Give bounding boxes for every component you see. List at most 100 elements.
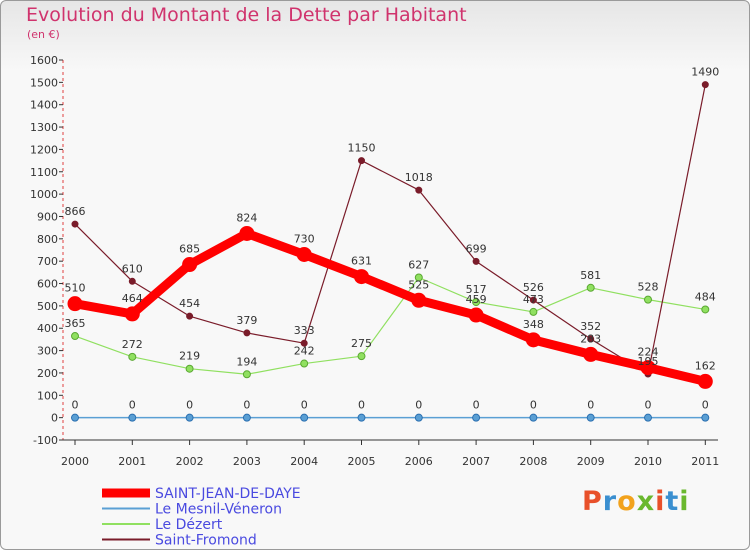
data-point xyxy=(300,359,309,368)
data-label: 0 xyxy=(645,399,652,412)
data-point xyxy=(640,360,656,376)
data-label: 0 xyxy=(702,399,709,412)
data-point xyxy=(243,329,251,337)
x-tick-label: 2001 xyxy=(118,455,146,468)
data-point xyxy=(644,413,652,422)
data-point xyxy=(242,370,251,379)
data-label: 0 xyxy=(186,399,193,412)
y-tick-label: 1000 xyxy=(30,188,58,201)
series-line xyxy=(74,276,706,375)
data-point xyxy=(186,312,194,320)
data-label: 699 xyxy=(466,242,487,255)
logo-letter: o xyxy=(617,486,637,517)
data-label: 517 xyxy=(466,283,487,296)
x-tick-label: 2003 xyxy=(233,455,261,468)
chart-title: Evolution du Montant de la Dette par Hab… xyxy=(26,4,467,26)
data-label: 1150 xyxy=(348,142,376,155)
data-point xyxy=(182,257,198,273)
logo-letter: i xyxy=(655,486,666,517)
y-tick-label: 900 xyxy=(37,210,58,223)
data-point xyxy=(354,269,369,285)
data-label: 0 xyxy=(129,399,136,412)
data-point xyxy=(644,295,652,304)
y-tick-label: 600 xyxy=(37,278,58,291)
y-tick-label: 1500 xyxy=(30,76,58,89)
y-tick-label: 0 xyxy=(51,412,58,425)
data-point xyxy=(472,257,480,265)
x-tick-label: 2005 xyxy=(348,455,376,468)
data-label: 162 xyxy=(695,359,716,372)
data-point xyxy=(300,339,308,347)
y-tick-label: 200 xyxy=(37,367,58,380)
data-point xyxy=(358,157,365,165)
data-label: 824 xyxy=(236,211,257,224)
x-tick-label: 2010 xyxy=(634,455,662,468)
data-label: 0 xyxy=(301,399,308,412)
y-tick-label: 800 xyxy=(37,233,58,246)
data-label: 348 xyxy=(523,318,544,331)
data-point xyxy=(71,220,79,228)
y-tick-label: 300 xyxy=(37,345,58,358)
data-label: 283 xyxy=(580,332,601,345)
data-label: 0 xyxy=(587,399,594,412)
data-label: 1490 xyxy=(691,66,719,79)
data-point xyxy=(239,225,255,241)
data-label: 610 xyxy=(122,262,143,275)
y-tick-label: 1400 xyxy=(30,99,58,112)
data-label: 730 xyxy=(294,232,315,245)
y-tick-label: 1200 xyxy=(30,143,58,156)
data-point xyxy=(472,413,481,422)
data-point xyxy=(415,186,423,194)
series-line xyxy=(74,84,706,375)
data-label: 0 xyxy=(72,399,79,412)
data-label: 0 xyxy=(530,399,537,412)
data-point xyxy=(697,373,713,389)
data-point xyxy=(411,292,427,308)
legend-label: Saint-Fromond xyxy=(155,533,257,549)
data-point xyxy=(185,413,194,422)
logo-letter: P xyxy=(582,486,603,517)
data-point xyxy=(583,346,599,362)
data-point xyxy=(587,335,595,343)
data-point xyxy=(128,277,136,285)
data-point xyxy=(472,298,481,307)
data-point xyxy=(468,307,484,323)
data-label: 0 xyxy=(473,399,480,412)
data-point xyxy=(414,413,423,422)
data-point xyxy=(414,273,423,282)
data-label: 275 xyxy=(351,337,372,350)
data-label: 195 xyxy=(638,355,659,368)
data-label: 0 xyxy=(358,399,365,412)
data-label: 224 xyxy=(638,346,659,359)
data-label: 459 xyxy=(466,293,487,306)
x-tick-label: 2011 xyxy=(691,455,719,468)
data-label: 454 xyxy=(179,297,200,310)
data-point xyxy=(701,81,709,89)
data-label: 0 xyxy=(415,399,422,412)
data-label: 473 xyxy=(523,293,544,306)
data-label: 484 xyxy=(695,290,716,303)
data-point xyxy=(586,283,595,292)
chart-subtitle: (en €) xyxy=(27,28,60,41)
data-point xyxy=(124,306,140,322)
y-tick-label: 400 xyxy=(37,322,58,335)
logo-letter: r xyxy=(602,486,618,517)
legend-label: Le Dézert xyxy=(155,517,223,533)
data-label: 526 xyxy=(523,281,544,294)
x-tick-label: 2000 xyxy=(61,455,89,468)
data-point xyxy=(525,332,541,348)
data-point xyxy=(296,246,312,262)
data-point xyxy=(128,413,137,422)
data-label: 866 xyxy=(65,205,86,218)
data-label: 581 xyxy=(580,269,601,282)
data-label: 219 xyxy=(179,350,200,363)
data-label: 272 xyxy=(122,338,143,351)
data-point xyxy=(529,413,538,422)
data-point xyxy=(128,352,137,361)
data-label: 631 xyxy=(351,255,372,268)
y-tick-label: 700 xyxy=(37,255,58,268)
data-point xyxy=(701,305,710,314)
